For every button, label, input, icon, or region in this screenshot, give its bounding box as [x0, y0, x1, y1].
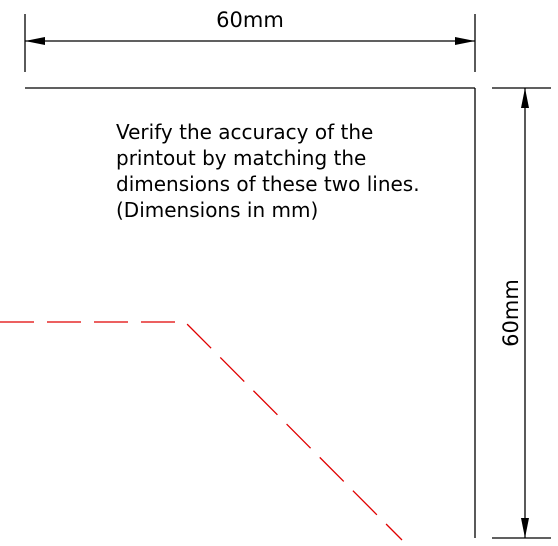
note-line-2: printout by matching the: [116, 146, 367, 170]
horizontal-dimension-label: 60mm: [216, 8, 284, 32]
vertical-dimension: 60mm: [25, 87, 551, 539]
red-dashed-line: [0, 321, 403, 541]
vertical-dimension-label: 60mm: [499, 279, 523, 347]
verification-note: Verify the accuracy of the printout by m…: [116, 119, 476, 223]
note-line-1: Verify the accuracy of the: [116, 120, 374, 144]
horizontal-dimension: 60mm: [24, 8, 476, 72]
note-line-4: (Dimensions in mm): [116, 198, 319, 222]
note-line-3: dimensions of these two lines.: [116, 172, 420, 196]
